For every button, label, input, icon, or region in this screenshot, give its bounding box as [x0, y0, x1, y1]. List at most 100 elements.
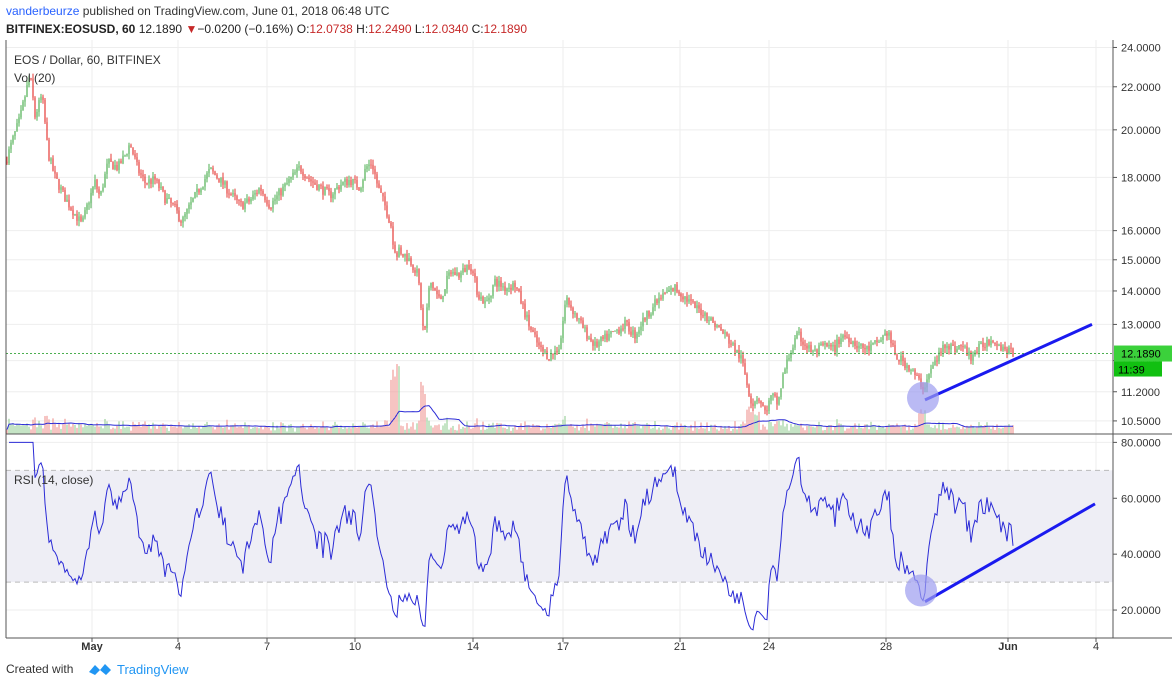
candle-body [872, 342, 874, 345]
volume-bar [456, 430, 458, 434]
candle-body [640, 326, 642, 331]
price-chart[interactable]: 10.500011.200012.000013.000014.000015.00… [0, 40, 1172, 652]
volume-bar [166, 427, 168, 434]
volume-bar [240, 425, 242, 434]
candle-body [756, 399, 758, 402]
volume-bar [56, 427, 58, 434]
volume-bar [18, 424, 20, 434]
candle-body [186, 208, 188, 215]
volume-bar [820, 425, 822, 434]
candle-body [284, 183, 286, 187]
volume-bar [870, 421, 872, 434]
candle-body [84, 210, 86, 218]
volume-bar [94, 426, 96, 434]
candle-body [104, 173, 106, 188]
candle-body [1010, 347, 1012, 349]
candle-body [540, 345, 542, 348]
candle-body [662, 293, 664, 299]
time-tick-label: Jun [998, 641, 1018, 652]
volume-bar [788, 430, 790, 434]
candle-body [720, 327, 722, 331]
candle-body [94, 179, 96, 187]
volume-bar [190, 428, 192, 434]
volume-bar [902, 425, 904, 434]
volume-bar [446, 417, 448, 434]
candle-body [346, 179, 348, 186]
volume-bar [444, 423, 446, 434]
volume-bar [28, 426, 30, 434]
candle-body [286, 182, 288, 184]
time-tick-label: 24 [763, 641, 775, 652]
candle-body [842, 335, 844, 339]
candle-body [146, 183, 148, 185]
candle-body [788, 358, 790, 360]
candle-body [252, 194, 254, 200]
candle-body [584, 327, 586, 329]
candle-body [554, 350, 556, 355]
candle-body [574, 313, 576, 315]
candle-body [36, 111, 38, 118]
candle-body [714, 322, 716, 327]
volume-bar [398, 366, 400, 434]
volume-bar [534, 426, 536, 434]
candle-body [358, 187, 360, 191]
volume-bar [750, 412, 752, 434]
publish-text: published on TradingView.com, June 01, 2… [79, 4, 390, 18]
volume-bar [896, 423, 898, 434]
volume-bar [260, 425, 262, 434]
candle-body [996, 344, 998, 346]
candle-body [446, 275, 448, 290]
volume-ma-line [6, 405, 1013, 430]
volume-bar [120, 428, 122, 434]
volume-bar [570, 424, 572, 434]
candle-body [938, 351, 940, 362]
volume-bar [272, 422, 274, 434]
candle-body [514, 282, 516, 288]
candle-body [774, 393, 776, 396]
candle-body [452, 271, 454, 274]
volume-bar [170, 424, 172, 434]
volume-bar [24, 425, 26, 434]
volume-bar [308, 427, 310, 434]
candle-body [816, 349, 818, 353]
volume-bar [920, 409, 922, 434]
volume-bar [914, 423, 916, 434]
symbol-name[interactable]: BITFINEX:EOSUSD, 60 [6, 22, 136, 36]
tradingview-brand[interactable]: TradingView [117, 662, 189, 677]
candle-body [484, 300, 486, 304]
volume-bar [796, 425, 798, 434]
volume-bar [712, 427, 714, 434]
candle-body [626, 320, 628, 322]
volume-bar [354, 425, 356, 434]
volume-bar [196, 428, 198, 434]
candle-body [546, 350, 548, 360]
volume-bar [48, 419, 50, 434]
volume-bar [76, 427, 78, 434]
volume-bar [536, 425, 538, 434]
candle-body [124, 155, 126, 157]
candle-body [300, 166, 302, 172]
volume-bar [634, 422, 636, 434]
volume-bar [256, 427, 258, 434]
volume-bar [894, 425, 896, 434]
volume-bar [926, 424, 928, 434]
volume-bar [66, 424, 68, 434]
volume-bar [542, 428, 544, 434]
candle-body [380, 188, 382, 193]
volume-bar [114, 428, 116, 434]
tradingview-logo-icon[interactable] [88, 660, 112, 678]
author-link[interactable]: vanderbeurze [6, 4, 80, 18]
candle-body [738, 349, 740, 359]
volume-bar [10, 423, 12, 434]
candle-body [750, 395, 752, 404]
candle-body [40, 96, 42, 101]
candle-body [548, 359, 550, 361]
candle-body [132, 147, 134, 155]
volume-bar [268, 427, 270, 434]
volume-bar [540, 430, 542, 434]
candle-body [250, 199, 252, 202]
candle-body [390, 222, 392, 227]
candle-body [344, 179, 346, 182]
candle-body [784, 369, 786, 374]
volume-bar [210, 426, 212, 434]
